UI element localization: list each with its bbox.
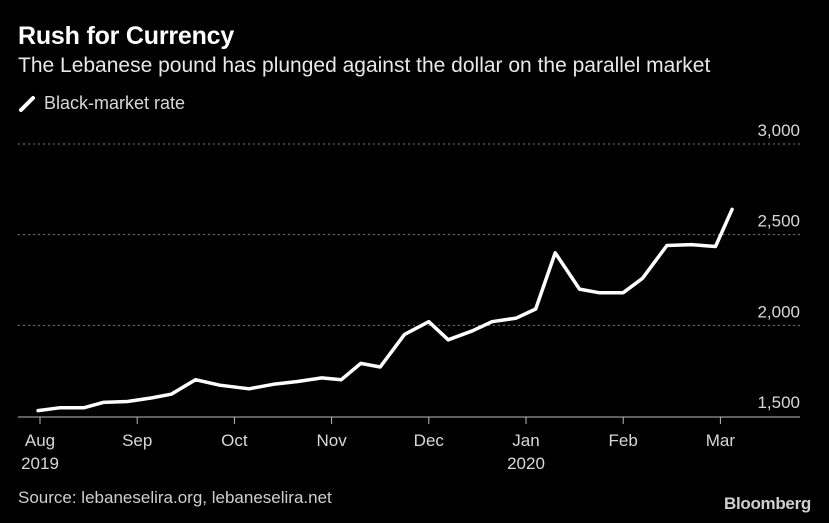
data-point [170,393,173,396]
x-tick-label: Sep [122,431,152,450]
data-point [58,406,61,410]
data-point [359,362,362,365]
y-tick-label: 3,000 [757,121,800,140]
data-point [247,387,251,390]
chart-subtitle: The Lebanese pound has plunged against t… [18,54,711,77]
data-point [471,329,474,332]
x-tick-label: Feb [609,431,638,450]
data-point [597,291,601,294]
legend: Black-market rate [18,93,185,114]
x-tick-label: Oct [221,431,248,450]
data-point [272,383,275,386]
data-point [36,409,40,412]
data-point [690,243,693,246]
x-tick-label: Mar [706,431,736,450]
data-point [340,378,343,381]
data-point [296,380,299,383]
data-point [534,307,537,311]
data-point [622,291,625,294]
data-point [218,383,222,387]
data-point [490,320,494,323]
series-line-black-market-rate [36,207,734,413]
legend-line-icon [19,95,35,112]
y-tick-label: 2,500 [757,212,800,231]
data-point [641,276,644,280]
data-point [447,338,450,342]
data-point [665,244,669,247]
data-point [515,316,518,320]
chart-title: Rush for Currency [18,22,235,50]
y-tick-label: 2,000 [757,302,800,321]
legend-label: Black-market rate [44,93,186,113]
x-tick-year-label: 2019 [21,454,59,473]
y-tick-label: 1,500 [757,393,800,412]
x-tick-year-label: 2020 [507,454,545,473]
data-point [403,333,406,336]
data-point [126,400,129,403]
data-point [714,245,717,248]
data-point [578,287,581,291]
data-point [101,401,105,404]
data-point [553,251,557,254]
bloomberg-logo: Bloomberg [723,494,811,513]
data-point [427,320,430,323]
data-point [150,396,153,400]
data-point [194,378,197,381]
x-tick-label: Dec [414,431,445,450]
data-point [82,406,85,410]
data-point [730,208,734,211]
data-point [320,376,324,380]
x-tick-label: Jan [512,431,539,450]
source-note: Source: lebaneselira.org, lebaneselira.n… [18,488,332,507]
data-point [379,365,382,369]
x-tick-label: Aug [25,431,55,450]
x-tick-label: Nov [316,431,347,450]
